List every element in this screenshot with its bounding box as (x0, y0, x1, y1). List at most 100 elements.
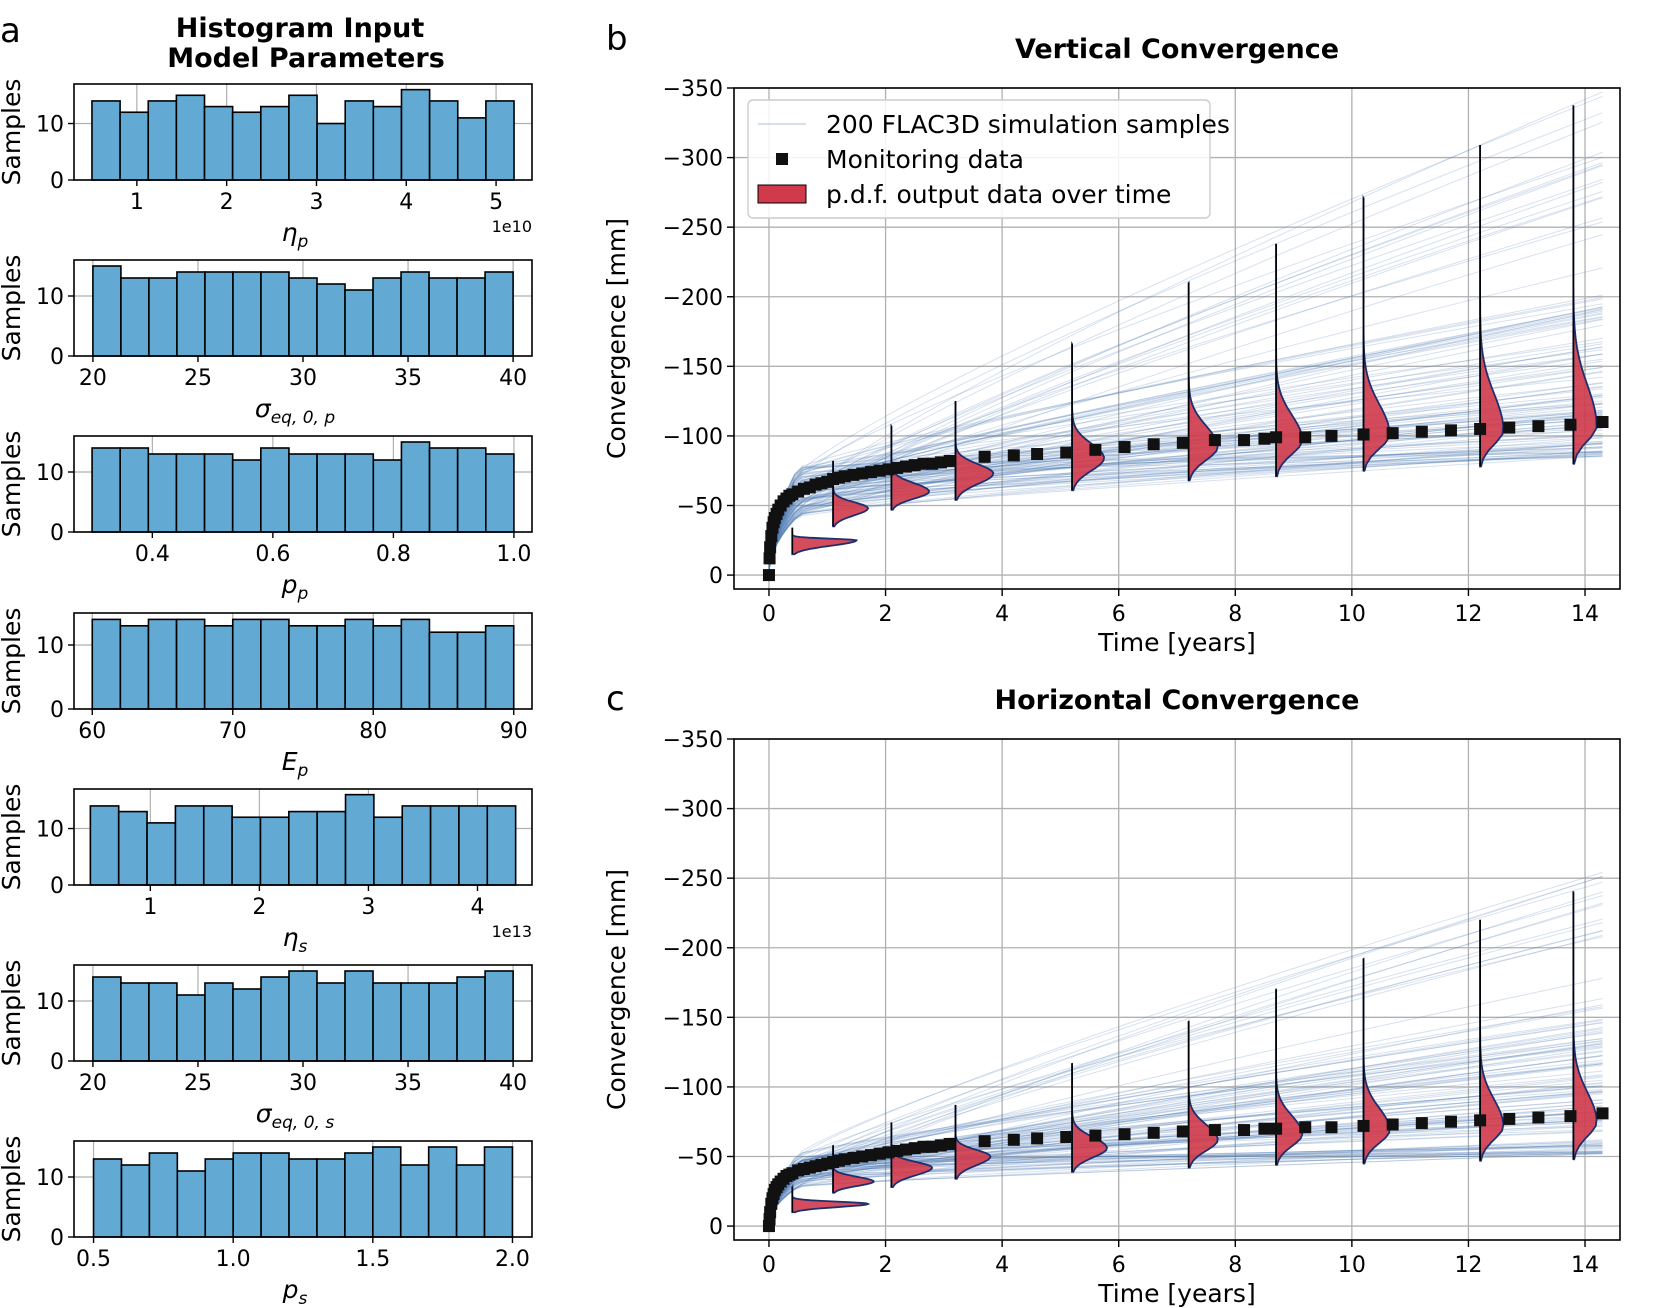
histogram-bar (91, 618, 122, 710)
simulation-curve (768, 881, 1603, 1227)
histogram-bar (316, 1158, 346, 1238)
histogram-bar (91, 100, 121, 181)
histogram-bar (260, 618, 290, 710)
x-tick-label: 12 (1454, 602, 1482, 627)
y-tick-label: −100 (663, 1076, 723, 1101)
simulation-curve (768, 121, 1603, 576)
x-axis-symbol: σ (256, 1099, 273, 1128)
x-tick-label: 35 (394, 366, 422, 391)
histogram-bar (176, 271, 206, 357)
x-tick-label: 8 (1228, 602, 1242, 627)
histogram-bar (456, 277, 486, 357)
simulation-curve (768, 1142, 1603, 1227)
x-tick-label: 12 (1454, 1253, 1482, 1278)
histogram-bar (428, 631, 459, 710)
histogram-bar (372, 277, 402, 357)
simulation-curve (768, 179, 1603, 576)
x-axis-label: ηp (282, 218, 309, 252)
x-tick-label: 8 (1228, 1253, 1242, 1278)
y-tick-label: 10 (36, 1166, 64, 1191)
x-tick-label: 6 (1112, 1253, 1126, 1278)
histogram-bar (119, 624, 150, 710)
x-tick-label: 40 (499, 366, 527, 391)
y-tick-label: 0 (50, 698, 64, 723)
histogram-bar (288, 624, 318, 710)
histogram-bar (344, 1152, 374, 1238)
monitoring-marker (1176, 436, 1189, 449)
pdf-violin (1479, 144, 1505, 468)
y-tick-label: −200 (663, 937, 723, 962)
histogram-bar (176, 1170, 207, 1238)
histogram-bar (231, 618, 262, 710)
y-tick-label: 10 (36, 634, 64, 659)
x-tick-label: 2.0 (495, 1247, 530, 1272)
x-tick-label: 14 (1571, 602, 1599, 627)
y-tick-label: 10 (36, 818, 64, 843)
y-axis-label: Samples (0, 255, 26, 362)
x-tick-label: 1 (130, 190, 144, 215)
simulation-curve (768, 419, 1603, 576)
y-tick-label: −50 (677, 1146, 723, 1171)
monitoring-marker (943, 454, 956, 467)
x-axis-symbol: E (282, 747, 298, 776)
histogram-bar (288, 277, 318, 357)
simulation-curve (768, 447, 1603, 576)
simulation-curve (768, 95, 1603, 576)
histogram-bar (344, 289, 374, 357)
simulation-curve (768, 871, 1603, 1227)
x-axis-label: Time [years] (1097, 1279, 1255, 1308)
histogram-bar (484, 453, 515, 533)
histogram-bar (175, 94, 206, 181)
x-tick-label: 30 (289, 1071, 317, 1096)
histogram-bar (120, 1164, 151, 1238)
histogram-bar (148, 277, 178, 357)
x-tick-label: 35 (394, 1071, 422, 1096)
y-tick-label: −350 (663, 77, 723, 102)
x-tick-label: 2 (220, 190, 234, 215)
simulation-curve (768, 1030, 1603, 1227)
y-tick-label: 0 (50, 345, 64, 370)
x-tick-label: 4 (470, 895, 484, 920)
monitoring-marker (1444, 1115, 1457, 1128)
simulation-curve (768, 191, 1603, 576)
simulation-curve (768, 446, 1603, 576)
monitoring-marker (1118, 1128, 1131, 1141)
histogram-bar (400, 441, 431, 533)
histogram-bar (401, 805, 432, 886)
simulation-curve (768, 303, 1603, 576)
histogram-bar (231, 111, 262, 181)
histogram-bar (455, 1164, 486, 1238)
simulation-curve (768, 450, 1603, 576)
simulation-curve (768, 91, 1603, 576)
monitoring-marker (1031, 448, 1044, 461)
x-tick-label: 6 (1112, 602, 1126, 627)
x-axis-symbol: p (282, 1275, 299, 1304)
simulation-curve (768, 296, 1603, 576)
x-tick-label: 25 (184, 1071, 212, 1096)
simulation-curve (768, 1055, 1603, 1227)
simulation-curve (768, 1055, 1603, 1227)
monitoring-marker (1270, 431, 1283, 444)
x-axis-symbol: p (281, 570, 298, 599)
axes-frame (733, 87, 1621, 590)
monitoring-marker (1176, 1125, 1189, 1138)
histogram-bar (344, 618, 375, 710)
histogram-bar (119, 111, 150, 181)
monitoring-marker (1208, 434, 1221, 447)
simulation-curve (768, 1139, 1603, 1227)
simulation-curve (768, 1129, 1603, 1227)
monitoring-marker (1089, 443, 1102, 456)
x-tick-label: 2 (252, 895, 266, 920)
histogram-bar (344, 100, 375, 181)
histogram-bar (146, 822, 177, 886)
pdf-violin (791, 527, 859, 556)
simulation-curve (768, 442, 1603, 576)
plot-title: Vertical Convergence (1015, 34, 1339, 65)
histogram-bar (204, 1158, 234, 1238)
axes-frame (73, 1140, 533, 1238)
x-tick-label: 25 (184, 366, 212, 391)
vertical-convergence-plot: 0 2 4 6 8 10 12 14 −350 −300 −250 −200 −150 −100 −50 0 V… (602, 34, 1621, 657)
simulation-curve (768, 298, 1603, 576)
monitoring-marker (1208, 1124, 1221, 1137)
monitoring-marker (763, 552, 776, 565)
